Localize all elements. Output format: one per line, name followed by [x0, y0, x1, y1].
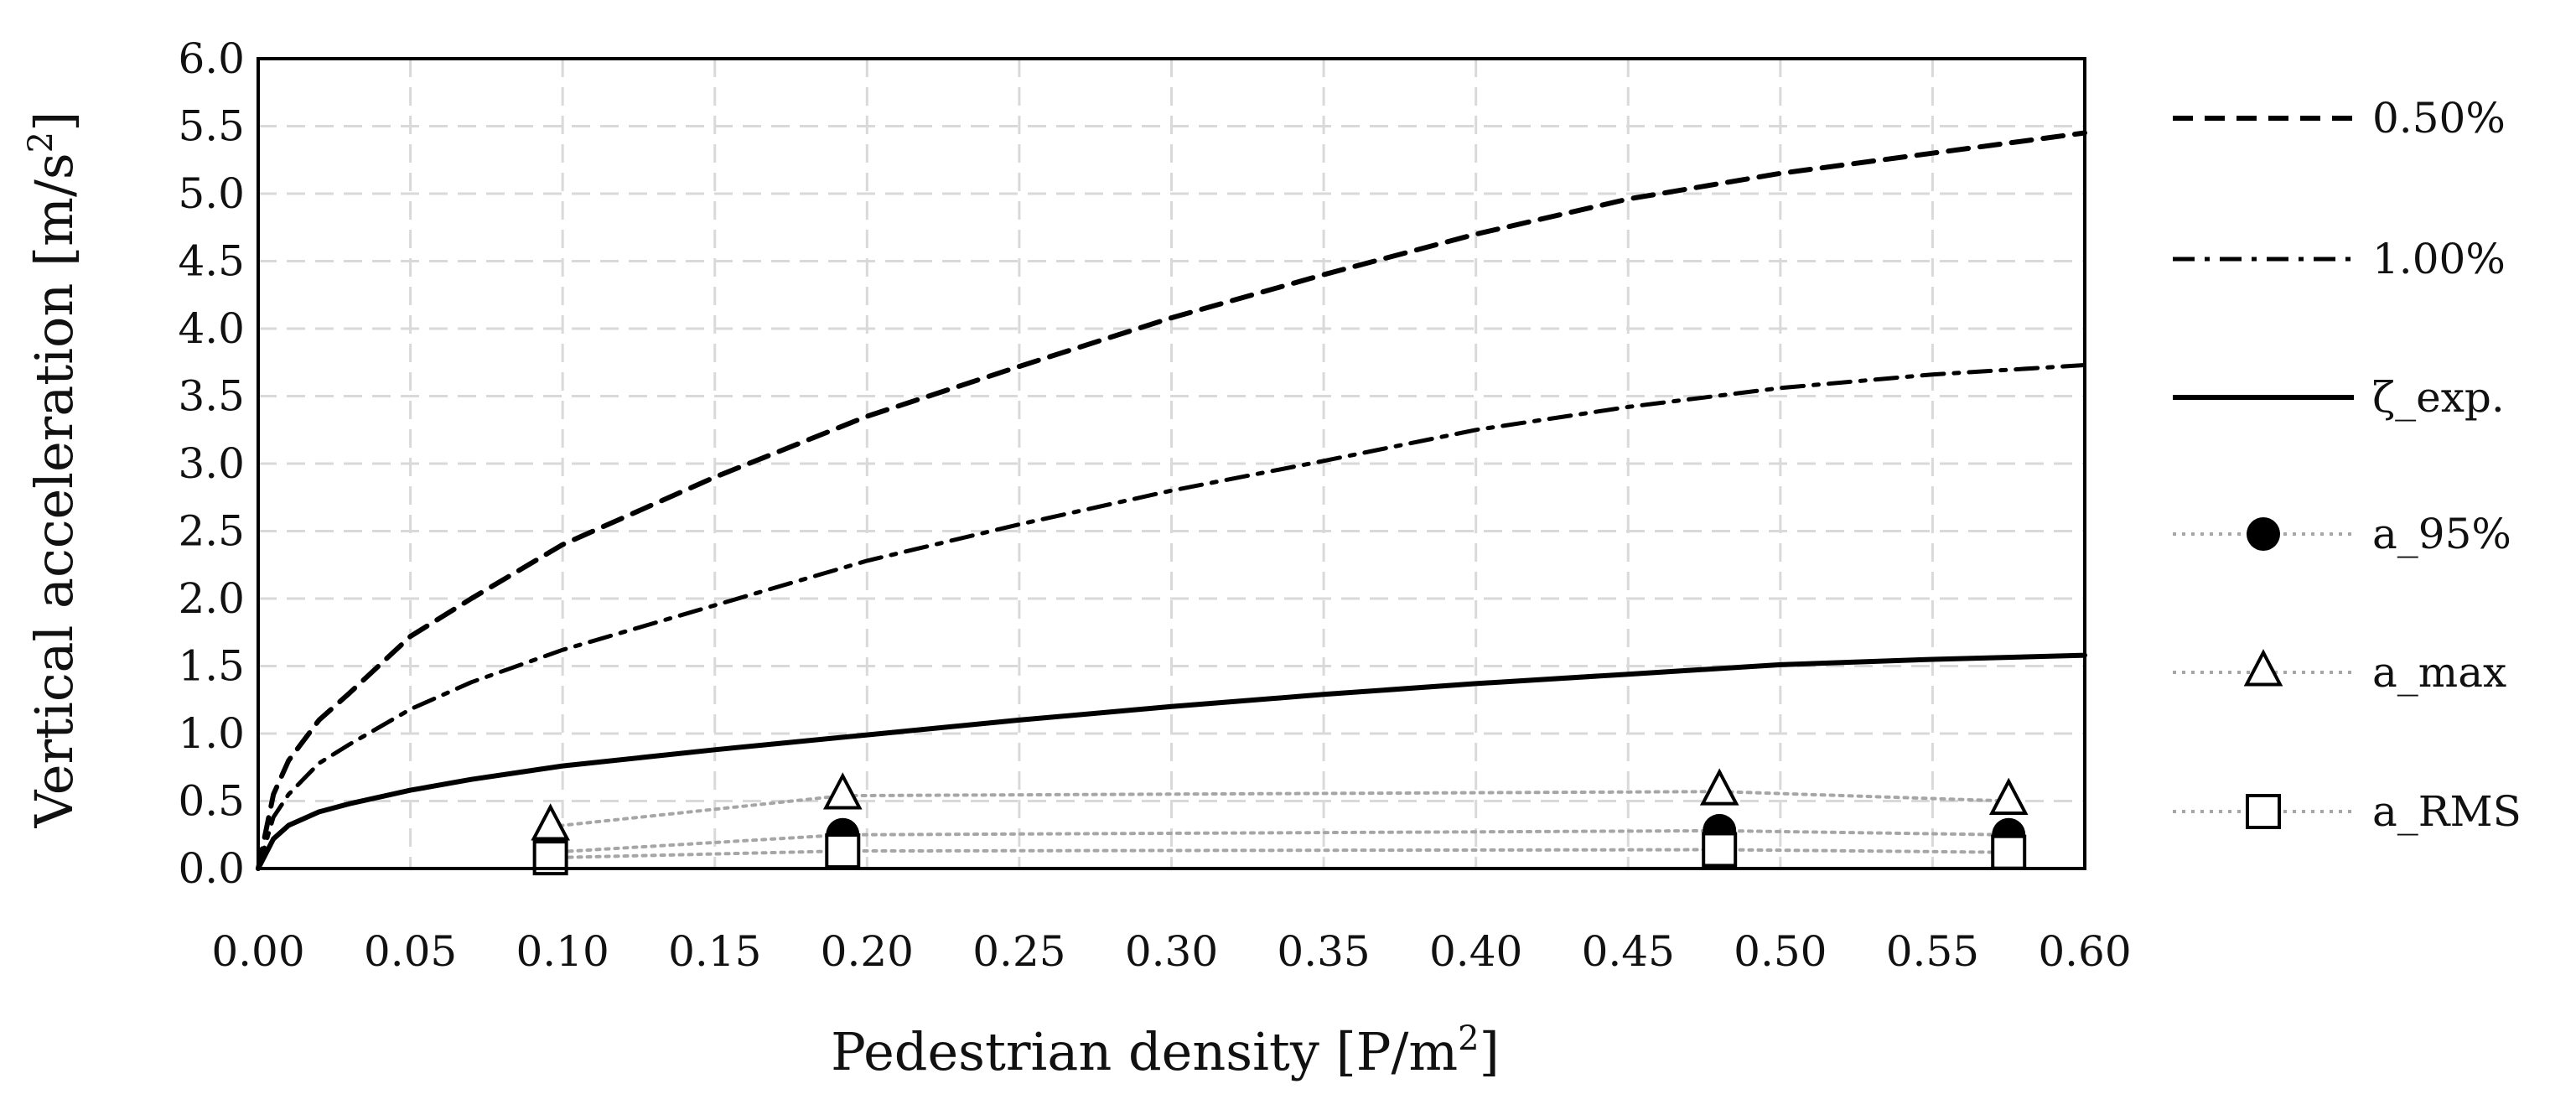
y-tick-label: 4.5	[178, 237, 245, 286]
x-tick-label: 0.25	[972, 927, 1065, 976]
y-tick-label: 0.5	[178, 777, 245, 826]
x-tick-label: 0.60	[2038, 927, 2131, 976]
x-tick-label: 0.15	[668, 927, 761, 976]
series-lines	[256, 130, 2087, 871]
x-tick-label: 0.35	[1277, 927, 1370, 976]
x-tick-label: 0.10	[516, 927, 609, 976]
x-tick-label: 0.30	[1125, 927, 1218, 976]
grid	[258, 59, 2085, 869]
y-tick-label: 2.5	[178, 507, 245, 556]
x-tick-label: 0.40	[1429, 927, 1522, 976]
data-point-a-max	[1988, 777, 2029, 815]
x-tick-labels: 0.00 0.05 0.10 0.15 0.20 0.25 0.30 0.35 0.40 0.45…	[211, 927, 2131, 976]
legend-marker-a-95	[2247, 517, 2280, 551]
x-tick-label: 0.05	[364, 927, 457, 976]
legend-label-a-95: a_95%	[2372, 510, 2511, 558]
legend-label-1-00: 1.00%	[2372, 235, 2506, 283]
plot-frame	[257, 57, 2086, 870]
series-line-0-50	[256, 130, 2087, 871]
data-point-a-max	[1699, 768, 1739, 806]
legend: 0.50% 1.00% ζ_exp. a_95% a_max a_RMS	[2173, 94, 2522, 836]
legend-marker-a-max	[2243, 649, 2283, 687]
x-tick-label: 0.20	[821, 927, 914, 976]
y-tick-label: 0.0	[178, 844, 245, 893]
x-tick-label: 0.00	[211, 927, 304, 976]
y-tick-label: 5.0	[178, 169, 245, 218]
data-point-a-max	[822, 772, 863, 810]
legend-label-0-50: 0.50%	[2372, 94, 2506, 143]
series-line-exp	[256, 652, 2087, 871]
series-line-a-95	[548, 828, 2011, 854]
y-tick-label: 6.0	[178, 34, 245, 83]
data-point-a-rms	[1991, 834, 2027, 870]
legend-label-a-max: a_max	[2372, 648, 2506, 697]
x-tick-label: 0.50	[1734, 927, 1827, 976]
x-tick-label: 0.55	[1886, 927, 1979, 976]
series-line-a-rms	[548, 848, 2011, 860]
y-tick-label: 1.0	[178, 709, 245, 758]
y-tick-label: 3.5	[178, 372, 245, 421]
y-tick-label: 3.0	[178, 439, 245, 488]
legend-marker-a-rms	[2246, 794, 2281, 829]
x-tick-label: 0.45	[1582, 927, 1675, 976]
y-tick-label: 5.5	[178, 102, 245, 151]
y-axis-title: Vertical acceleration [m/s2]	[22, 112, 85, 829]
series-markers	[531, 768, 2029, 876]
data-point-a-max	[531, 803, 570, 841]
legend-label-a-rms: a_RMS	[2372, 787, 2522, 836]
y-tick-labels: 0.0 0.5 1.0 1.5 2.0 2.5 3.0 3.5 4.0 4.5 5.0 5.5 6.0	[178, 34, 245, 893]
data-point-a-rms	[1702, 832, 1738, 868]
data-point-a-rms	[825, 833, 861, 869]
y-tick-label: 2.0	[178, 574, 245, 623]
y-tick-label: 4.0	[178, 304, 245, 353]
y-tick-label: 1.5	[178, 642, 245, 691]
series-line-1-00	[256, 363, 2087, 871]
x-axis-title: Pedestrian density [P/m2]	[831, 1019, 1500, 1082]
legend-label-exp: ζ_exp.	[2372, 373, 2505, 422]
series-line-a-max	[548, 790, 2011, 829]
